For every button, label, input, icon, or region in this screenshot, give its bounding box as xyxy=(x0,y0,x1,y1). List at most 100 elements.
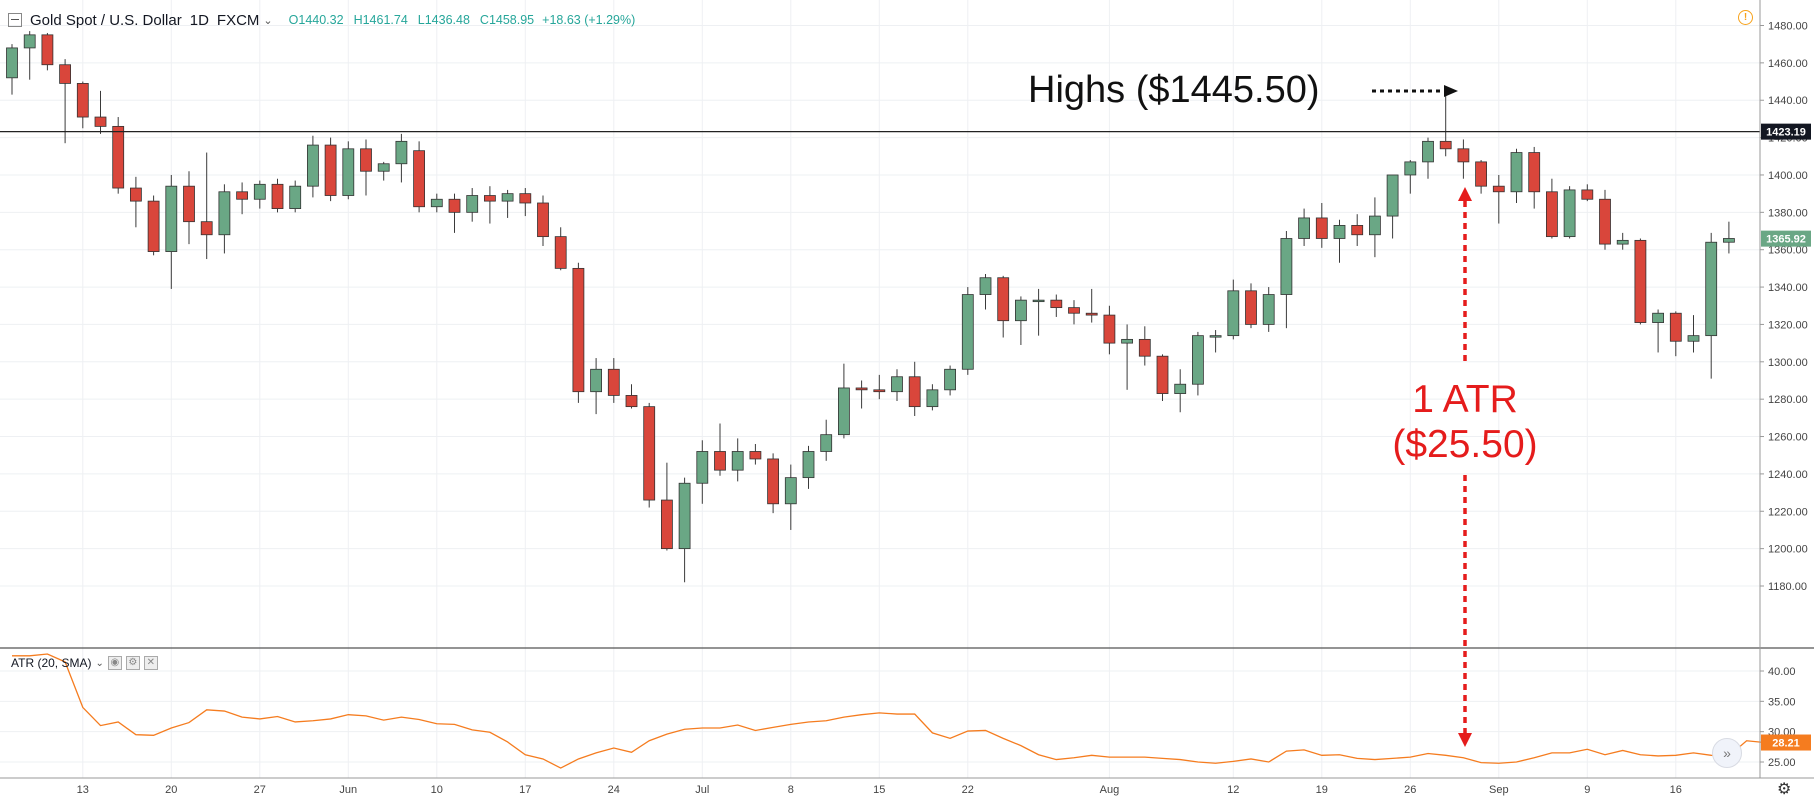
atr-annotation-line2: ($25.50) xyxy=(1392,423,1537,466)
candle-body xyxy=(289,185,302,209)
low-value: 1436.48 xyxy=(424,13,470,27)
chevron-down-icon[interactable]: ⌄ xyxy=(95,657,104,669)
candle-body xyxy=(908,376,921,408)
time-tick-label: 9 xyxy=(1584,784,1590,796)
candle-body xyxy=(997,277,1010,322)
time-tick-label: 24 xyxy=(608,784,620,796)
candle-body xyxy=(1315,217,1328,239)
horizontal-line-price-tag-bg xyxy=(1761,123,1811,140)
candle-body xyxy=(501,193,514,202)
price-tick-label: 1280.00 xyxy=(1768,394,1808,406)
close-icon[interactable]: ✕ xyxy=(143,656,158,670)
candle-body xyxy=(218,191,231,236)
candle-body xyxy=(324,144,337,196)
candle-body xyxy=(129,187,142,202)
candle-body xyxy=(1138,338,1151,357)
candle-body xyxy=(1280,238,1293,295)
candle-body xyxy=(1457,148,1470,163)
collapse-icon[interactable] xyxy=(8,13,22,27)
candle-body xyxy=(413,150,426,208)
gear-icon[interactable]: ⚙ xyxy=(1777,781,1792,798)
atr-tick-label: 25.00 xyxy=(1768,757,1796,769)
time-tick-label: 13 xyxy=(77,784,89,796)
candle-body xyxy=(784,477,797,505)
candle-body xyxy=(873,389,886,393)
atr-indicator-pane xyxy=(12,653,1765,769)
warning-icon[interactable]: ! xyxy=(1738,10,1753,25)
price-tick-label: 1200.00 xyxy=(1768,544,1808,556)
interval-label[interactable]: 1D xyxy=(189,11,209,29)
candle-body xyxy=(1227,290,1240,337)
candle-body xyxy=(1386,174,1399,217)
time-tick-label: 22 xyxy=(962,784,974,796)
candle-body xyxy=(838,387,850,436)
candle-body xyxy=(537,202,549,238)
candle-body xyxy=(483,195,496,202)
time-tick-label: 19 xyxy=(1316,784,1328,796)
chart-header: Gold Spot / U.S. Dollar 1D FXCM ⌄ O1440.… xyxy=(8,8,635,32)
price-tick-label: 1460.00 xyxy=(1768,58,1808,70)
candle-body xyxy=(271,183,284,209)
close-value: 1458.95 xyxy=(488,13,535,27)
candle-body xyxy=(961,294,974,370)
candle-body xyxy=(1599,198,1611,245)
candle-body xyxy=(572,267,585,393)
data-source[interactable]: FXCM xyxy=(216,11,260,29)
candle-body xyxy=(802,451,815,479)
candle-body xyxy=(1404,161,1417,176)
candle-body xyxy=(891,376,903,393)
atr-tick-label: 40.00 xyxy=(1768,666,1796,678)
candle-body xyxy=(360,148,372,172)
candle-body xyxy=(590,368,602,393)
candle-body xyxy=(1510,152,1523,193)
atr-annotation-line1: 1 ATR xyxy=(1412,378,1517,421)
candle-body xyxy=(183,185,195,223)
candle-body xyxy=(625,395,638,408)
candle-body xyxy=(1723,238,1735,243)
candle-body xyxy=(430,198,443,208)
indicator-legend: ATR (20, SMA) ⌄ ◉ ⚙ ✕ xyxy=(11,656,158,670)
time-tick-label: Jun xyxy=(339,784,357,796)
time-tick-label: 26 xyxy=(1404,784,1416,796)
indicator-name[interactable]: ATR (20, SMA) xyxy=(11,656,92,670)
candle-body xyxy=(253,183,266,200)
chevron-down-icon[interactable]: ⌄ xyxy=(263,14,273,27)
candle-body xyxy=(661,499,673,550)
candle-body xyxy=(23,34,36,49)
time-tick-label: Sep xyxy=(1489,784,1509,796)
candle-body xyxy=(1121,338,1133,344)
time-tick-label: 20 xyxy=(165,784,177,796)
candle-body xyxy=(1050,299,1063,309)
candle-body xyxy=(1687,335,1700,342)
price-tick-label: 1360.00 xyxy=(1768,245,1808,257)
candle-body xyxy=(1546,191,1558,238)
symbol-name[interactable]: Gold Spot / U.S. Dollar xyxy=(30,11,182,29)
settings-icon[interactable]: ⚙ xyxy=(125,656,140,670)
candle-body xyxy=(395,140,408,165)
candle-body xyxy=(554,236,567,269)
candle-body xyxy=(1245,290,1257,325)
price-tick-label: 1260.00 xyxy=(1768,432,1808,444)
candle-body xyxy=(6,47,18,79)
candle-body xyxy=(944,368,956,391)
price-tick-label: 1400.00 xyxy=(1768,170,1808,182)
candle-body xyxy=(41,34,54,66)
visibility-icon[interactable]: ◉ xyxy=(107,656,122,670)
candle-body xyxy=(1634,239,1647,323)
time-tick-label: 15 xyxy=(873,784,885,796)
candle-body xyxy=(1439,140,1452,150)
candle-body xyxy=(1174,383,1187,394)
scroll-to-realtime-button[interactable]: » xyxy=(1712,738,1742,768)
last-price-tag-bg xyxy=(1761,230,1811,247)
low-label: L xyxy=(417,13,425,27)
open-label: O xyxy=(288,13,299,27)
time-tick-label: 17 xyxy=(519,784,531,796)
candle-body xyxy=(1705,241,1718,337)
candle-body xyxy=(59,64,71,84)
candle-body xyxy=(147,200,160,252)
candle-body xyxy=(607,368,620,396)
candle-body xyxy=(1262,294,1275,325)
candle-body xyxy=(731,451,744,471)
